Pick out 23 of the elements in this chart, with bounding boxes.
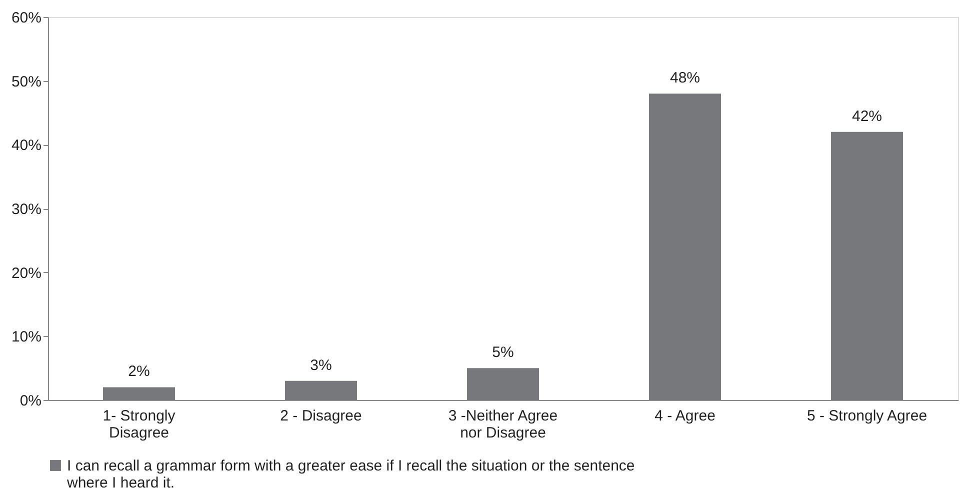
x-tick-label: 2 - Disagree xyxy=(280,408,362,424)
legend-label: I can recall a grammar form with a greater ease if I recall the situation or the sentence where I heard it. xyxy=(66,458,635,492)
y-tick-label: 50% xyxy=(11,73,42,90)
y-tick-label: 0% xyxy=(20,392,42,410)
x-tick-label: 3 -Neither Agree nor Disagree xyxy=(448,408,558,442)
x-tick-label: 5 - Strongly Agree xyxy=(806,408,928,424)
data-label: 5% xyxy=(492,344,514,362)
data-label: 42% xyxy=(852,108,882,125)
y-tick-label: 60% xyxy=(11,10,42,26)
y-tick-label: 30% xyxy=(11,201,42,218)
bar xyxy=(831,132,903,400)
y-tick-label: 40% xyxy=(11,137,42,154)
bar xyxy=(103,387,175,400)
bar xyxy=(467,368,539,400)
data-label: 2% xyxy=(128,363,150,380)
data-label: 48% xyxy=(670,70,700,87)
bar xyxy=(649,94,721,400)
x-tick-label: 4 - Agree xyxy=(654,408,716,424)
y-tick-label: 20% xyxy=(11,264,42,282)
y-tick-label: 10% xyxy=(11,328,42,346)
bar xyxy=(285,380,357,400)
x-tick-label: 1- Strongly Disagree xyxy=(102,408,176,442)
data-label: 3% xyxy=(310,356,332,374)
